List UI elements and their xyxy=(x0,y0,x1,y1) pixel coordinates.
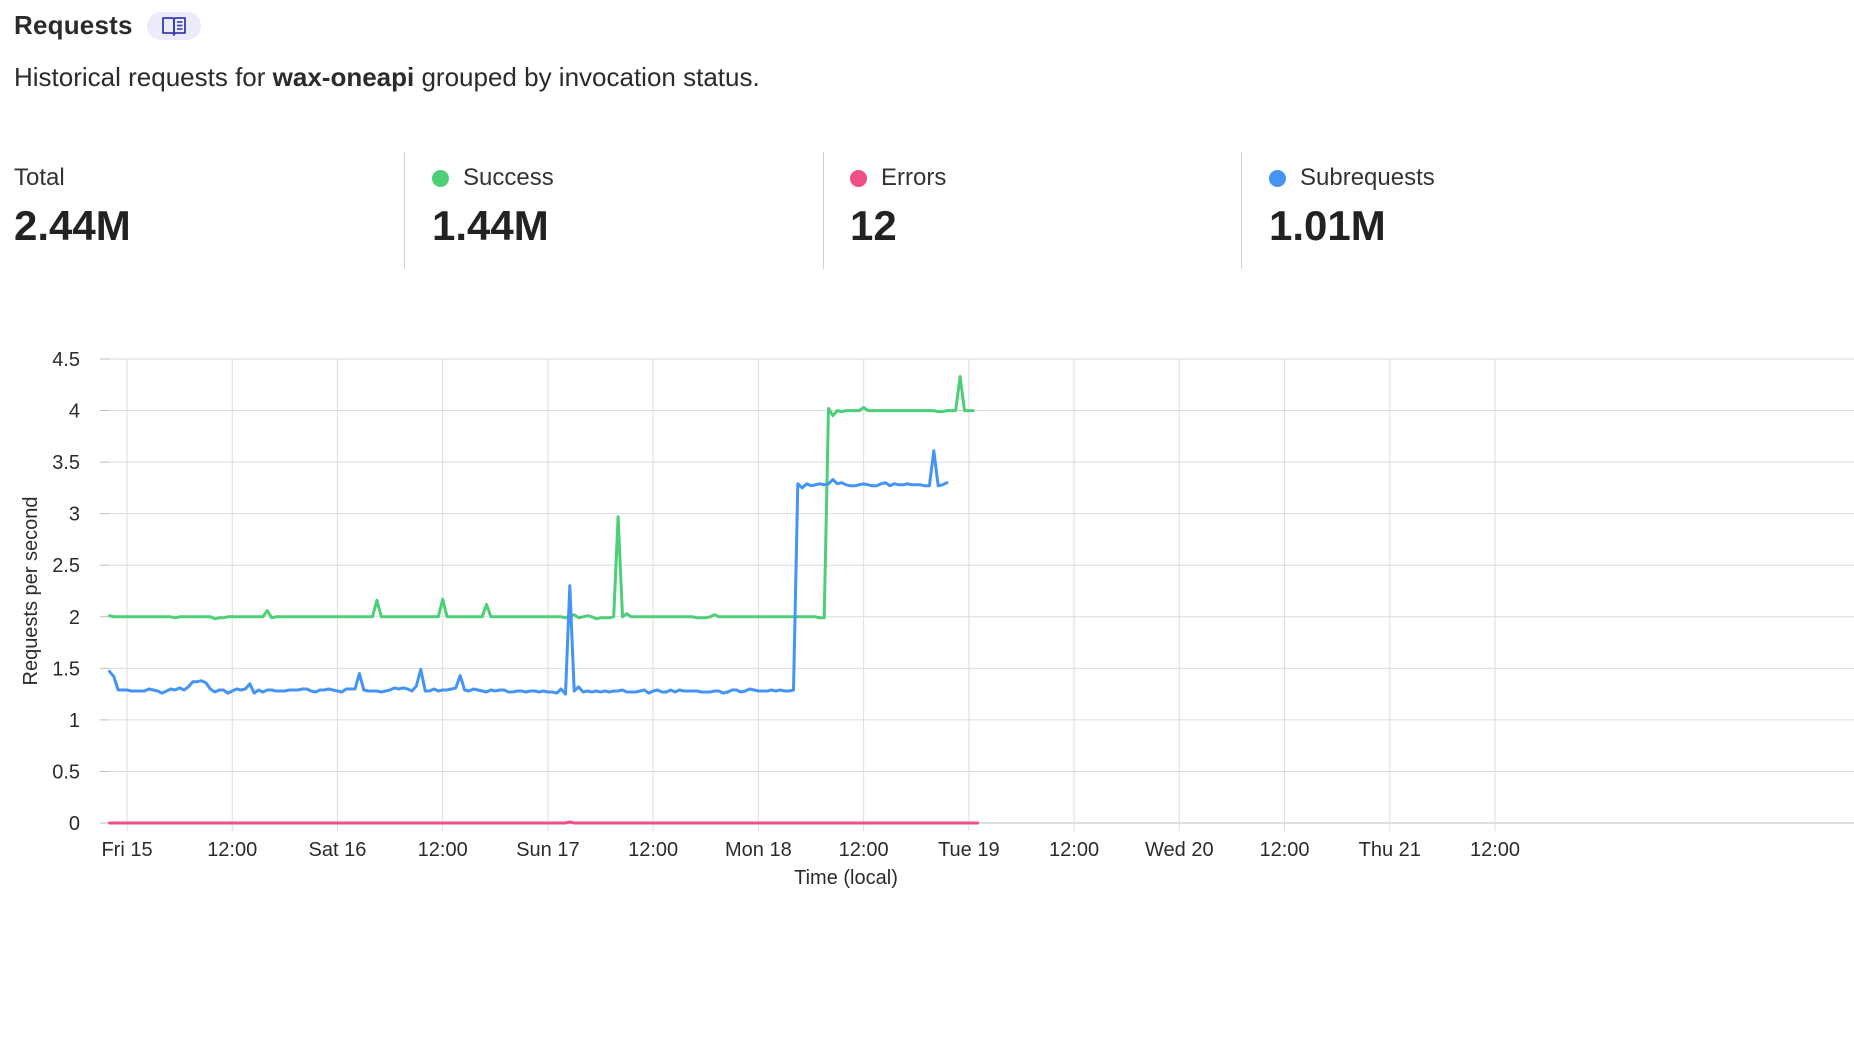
y-tick-label: 3.5 xyxy=(52,452,80,474)
page-description: Historical requests for wax-oneapi group… xyxy=(14,62,760,93)
stat-value: 1.44M xyxy=(432,202,549,249)
stat-label: Errors xyxy=(850,164,946,192)
y-tick-label: 2 xyxy=(69,607,80,629)
description-suffix: grouped by invocation status. xyxy=(414,62,760,92)
docs-button[interactable] xyxy=(146,11,201,40)
y-tick-label: 0.5 xyxy=(52,761,80,783)
x-tick-label: Fri 15 xyxy=(101,839,152,861)
page-title: Requests xyxy=(14,10,133,40)
subrequests-dot-icon xyxy=(1269,169,1286,187)
x-axis-title: Time (local) xyxy=(794,867,898,889)
y-tick-label: 2.5 xyxy=(52,555,80,577)
book-icon xyxy=(161,16,186,36)
x-tick-label: 12:00 xyxy=(839,839,889,861)
x-tick-label: 12:00 xyxy=(1260,839,1310,861)
divider xyxy=(404,152,405,269)
stat-label: Success xyxy=(432,164,554,192)
success-dot-icon xyxy=(432,169,449,187)
chart-series xyxy=(108,375,980,825)
stat-label: Total xyxy=(14,164,65,191)
x-tick-label: Sat 16 xyxy=(309,839,367,861)
x-tick-label: 12:00 xyxy=(1049,839,1099,861)
description-prefix: Historical requests for xyxy=(14,62,273,92)
x-tick-label: 12:00 xyxy=(628,839,678,861)
y-tick-label: 1 xyxy=(69,710,80,732)
series-line-subrequests xyxy=(108,449,949,696)
errors-dot-icon xyxy=(850,169,867,187)
stat-label: Subrequests xyxy=(1269,164,1435,192)
stat-value: 2.44M xyxy=(14,202,131,249)
x-tick-label: 12:00 xyxy=(207,839,257,861)
x-axis: Fri 15 12:00 Sat 16 12:00 Sun 17 12:00 Mon 18 1… xyxy=(101,839,1520,861)
worker-name: wax-oneapi xyxy=(272,62,415,92)
x-tick-label: 12:00 xyxy=(1470,839,1520,861)
y-tick-label: 0 xyxy=(69,813,80,835)
x-tick-label: Sun 17 xyxy=(516,839,579,861)
chart-grid xyxy=(100,358,1854,831)
divider xyxy=(823,152,824,269)
stat-value: 12 xyxy=(850,202,897,249)
x-tick-label: Tue 19 xyxy=(938,839,1000,861)
x-tick-label: Wed 20 xyxy=(1145,839,1214,861)
divider xyxy=(1241,152,1242,269)
x-tick-label: Mon 18 xyxy=(725,839,792,861)
y-tick-label: 3 xyxy=(69,504,80,526)
y-tick-label: 4 xyxy=(69,401,80,423)
y-axis: 0 0.5 1 1.5 2 2.5 3 3.5 4 4.5 xyxy=(52,349,80,835)
section-header: Requests xyxy=(14,10,201,41)
series-line-success xyxy=(108,375,975,621)
x-tick-label: 12:00 xyxy=(418,839,468,861)
series-line-errors xyxy=(108,820,980,825)
requests-chart[interactable]: 0 0.5 1 1.5 2 2.5 3 3.5 4 4.5 Fri 15 12:00 Sat 16 12… xyxy=(0,330,1854,1060)
y-tick-label: 4.5 xyxy=(52,349,80,371)
stat-value: 1.01M xyxy=(1269,202,1386,249)
y-tick-label: 1.5 xyxy=(52,658,80,680)
x-tick-label: Thu 21 xyxy=(1359,839,1421,861)
y-axis-title: Requests per second xyxy=(20,496,42,685)
stats-summary: Total 2.44M Success 1.44M Errors 12 Subr… xyxy=(0,152,1854,270)
